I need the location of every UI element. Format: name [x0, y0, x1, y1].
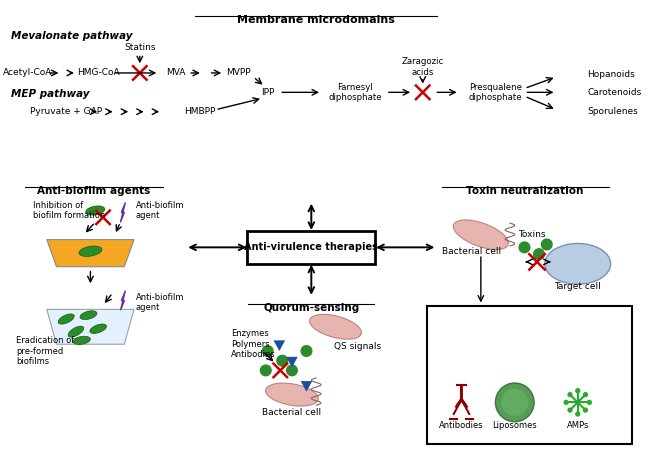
FancyBboxPatch shape	[248, 231, 375, 264]
Text: Inhibition of
biofilm formation: Inhibition of biofilm formation	[33, 201, 105, 220]
Text: Toxins: Toxins	[519, 230, 546, 239]
Ellipse shape	[80, 311, 97, 320]
Text: QS signals: QS signals	[333, 342, 381, 350]
Circle shape	[588, 400, 592, 405]
Polygon shape	[274, 340, 285, 351]
Polygon shape	[286, 357, 298, 367]
Text: Zaragozic
acids: Zaragozic acids	[402, 58, 444, 77]
Text: Bacterial cell: Bacterial cell	[441, 247, 500, 256]
Circle shape	[541, 239, 552, 250]
Ellipse shape	[86, 206, 105, 215]
Circle shape	[568, 393, 572, 396]
Circle shape	[501, 389, 528, 416]
Ellipse shape	[73, 336, 90, 345]
Circle shape	[576, 389, 580, 393]
Ellipse shape	[545, 243, 611, 284]
Circle shape	[301, 345, 312, 356]
Text: Enzymes
Polymers
Antibodies: Enzymes Polymers Antibodies	[231, 329, 276, 359]
FancyBboxPatch shape	[426, 306, 632, 444]
Circle shape	[576, 412, 580, 416]
Text: Membrane microdomains: Membrane microdomains	[237, 15, 395, 25]
Circle shape	[534, 249, 544, 259]
Polygon shape	[301, 381, 312, 392]
Ellipse shape	[309, 315, 361, 339]
Text: MVA: MVA	[166, 69, 185, 78]
Circle shape	[277, 355, 287, 366]
Circle shape	[568, 408, 572, 412]
Circle shape	[287, 365, 297, 376]
Circle shape	[584, 408, 588, 412]
Text: Farnesyl
diphosphate: Farnesyl diphosphate	[328, 83, 382, 102]
Ellipse shape	[90, 324, 107, 333]
Text: Antibodies: Antibodies	[439, 421, 484, 430]
Text: MVPP: MVPP	[226, 69, 251, 78]
Text: Mevalonate pathway: Mevalonate pathway	[11, 31, 133, 41]
Ellipse shape	[68, 326, 84, 337]
Polygon shape	[120, 203, 125, 222]
Text: Quorum-sensing: Quorum-sensing	[263, 302, 359, 312]
Text: Liposomes: Liposomes	[493, 421, 537, 430]
Polygon shape	[47, 240, 134, 266]
Text: Acetyl-CoA: Acetyl-CoA	[3, 69, 52, 78]
Text: AMPs: AMPs	[567, 421, 589, 430]
Text: Sporulenes: Sporulenes	[588, 107, 638, 116]
Text: IPP: IPP	[261, 88, 274, 97]
Text: Target cell: Target cell	[554, 281, 601, 291]
Text: HMG-CoA: HMG-CoA	[77, 69, 120, 78]
Text: MEP pathway: MEP pathway	[11, 89, 90, 99]
Circle shape	[564, 400, 568, 405]
Text: Anti-biofilm
agent: Anti-biofilm agent	[136, 201, 185, 220]
Text: Presqualene
diphosphate: Presqualene diphosphate	[469, 83, 522, 102]
Text: Carotenoids: Carotenoids	[588, 88, 642, 97]
Ellipse shape	[58, 314, 74, 324]
Text: Anti-virulence therapies: Anti-virulence therapies	[244, 242, 378, 252]
Text: Anti-biofilm agents: Anti-biofilm agents	[36, 186, 150, 196]
Text: Hopanoids: Hopanoids	[588, 70, 635, 79]
Ellipse shape	[266, 383, 318, 406]
Polygon shape	[120, 291, 125, 311]
Ellipse shape	[79, 246, 102, 257]
Circle shape	[519, 242, 530, 253]
Text: Bacterial cell: Bacterial cell	[263, 408, 322, 417]
Ellipse shape	[453, 220, 508, 250]
Circle shape	[495, 383, 534, 422]
Polygon shape	[47, 309, 134, 344]
Text: HMBPP: HMBPP	[184, 107, 216, 116]
Text: Toxin neutralization: Toxin neutralization	[466, 186, 583, 196]
Text: Eradication of
pre-formed
biofilms: Eradication of pre-formed biofilms	[16, 336, 74, 366]
Text: Pyruvate + GAP: Pyruvate + GAP	[31, 107, 103, 116]
Circle shape	[263, 345, 273, 356]
Circle shape	[584, 393, 588, 396]
Text: Statins: Statins	[124, 43, 155, 52]
Circle shape	[261, 365, 271, 376]
Text: Anti-biofilm
agent: Anti-biofilm agent	[136, 293, 185, 312]
